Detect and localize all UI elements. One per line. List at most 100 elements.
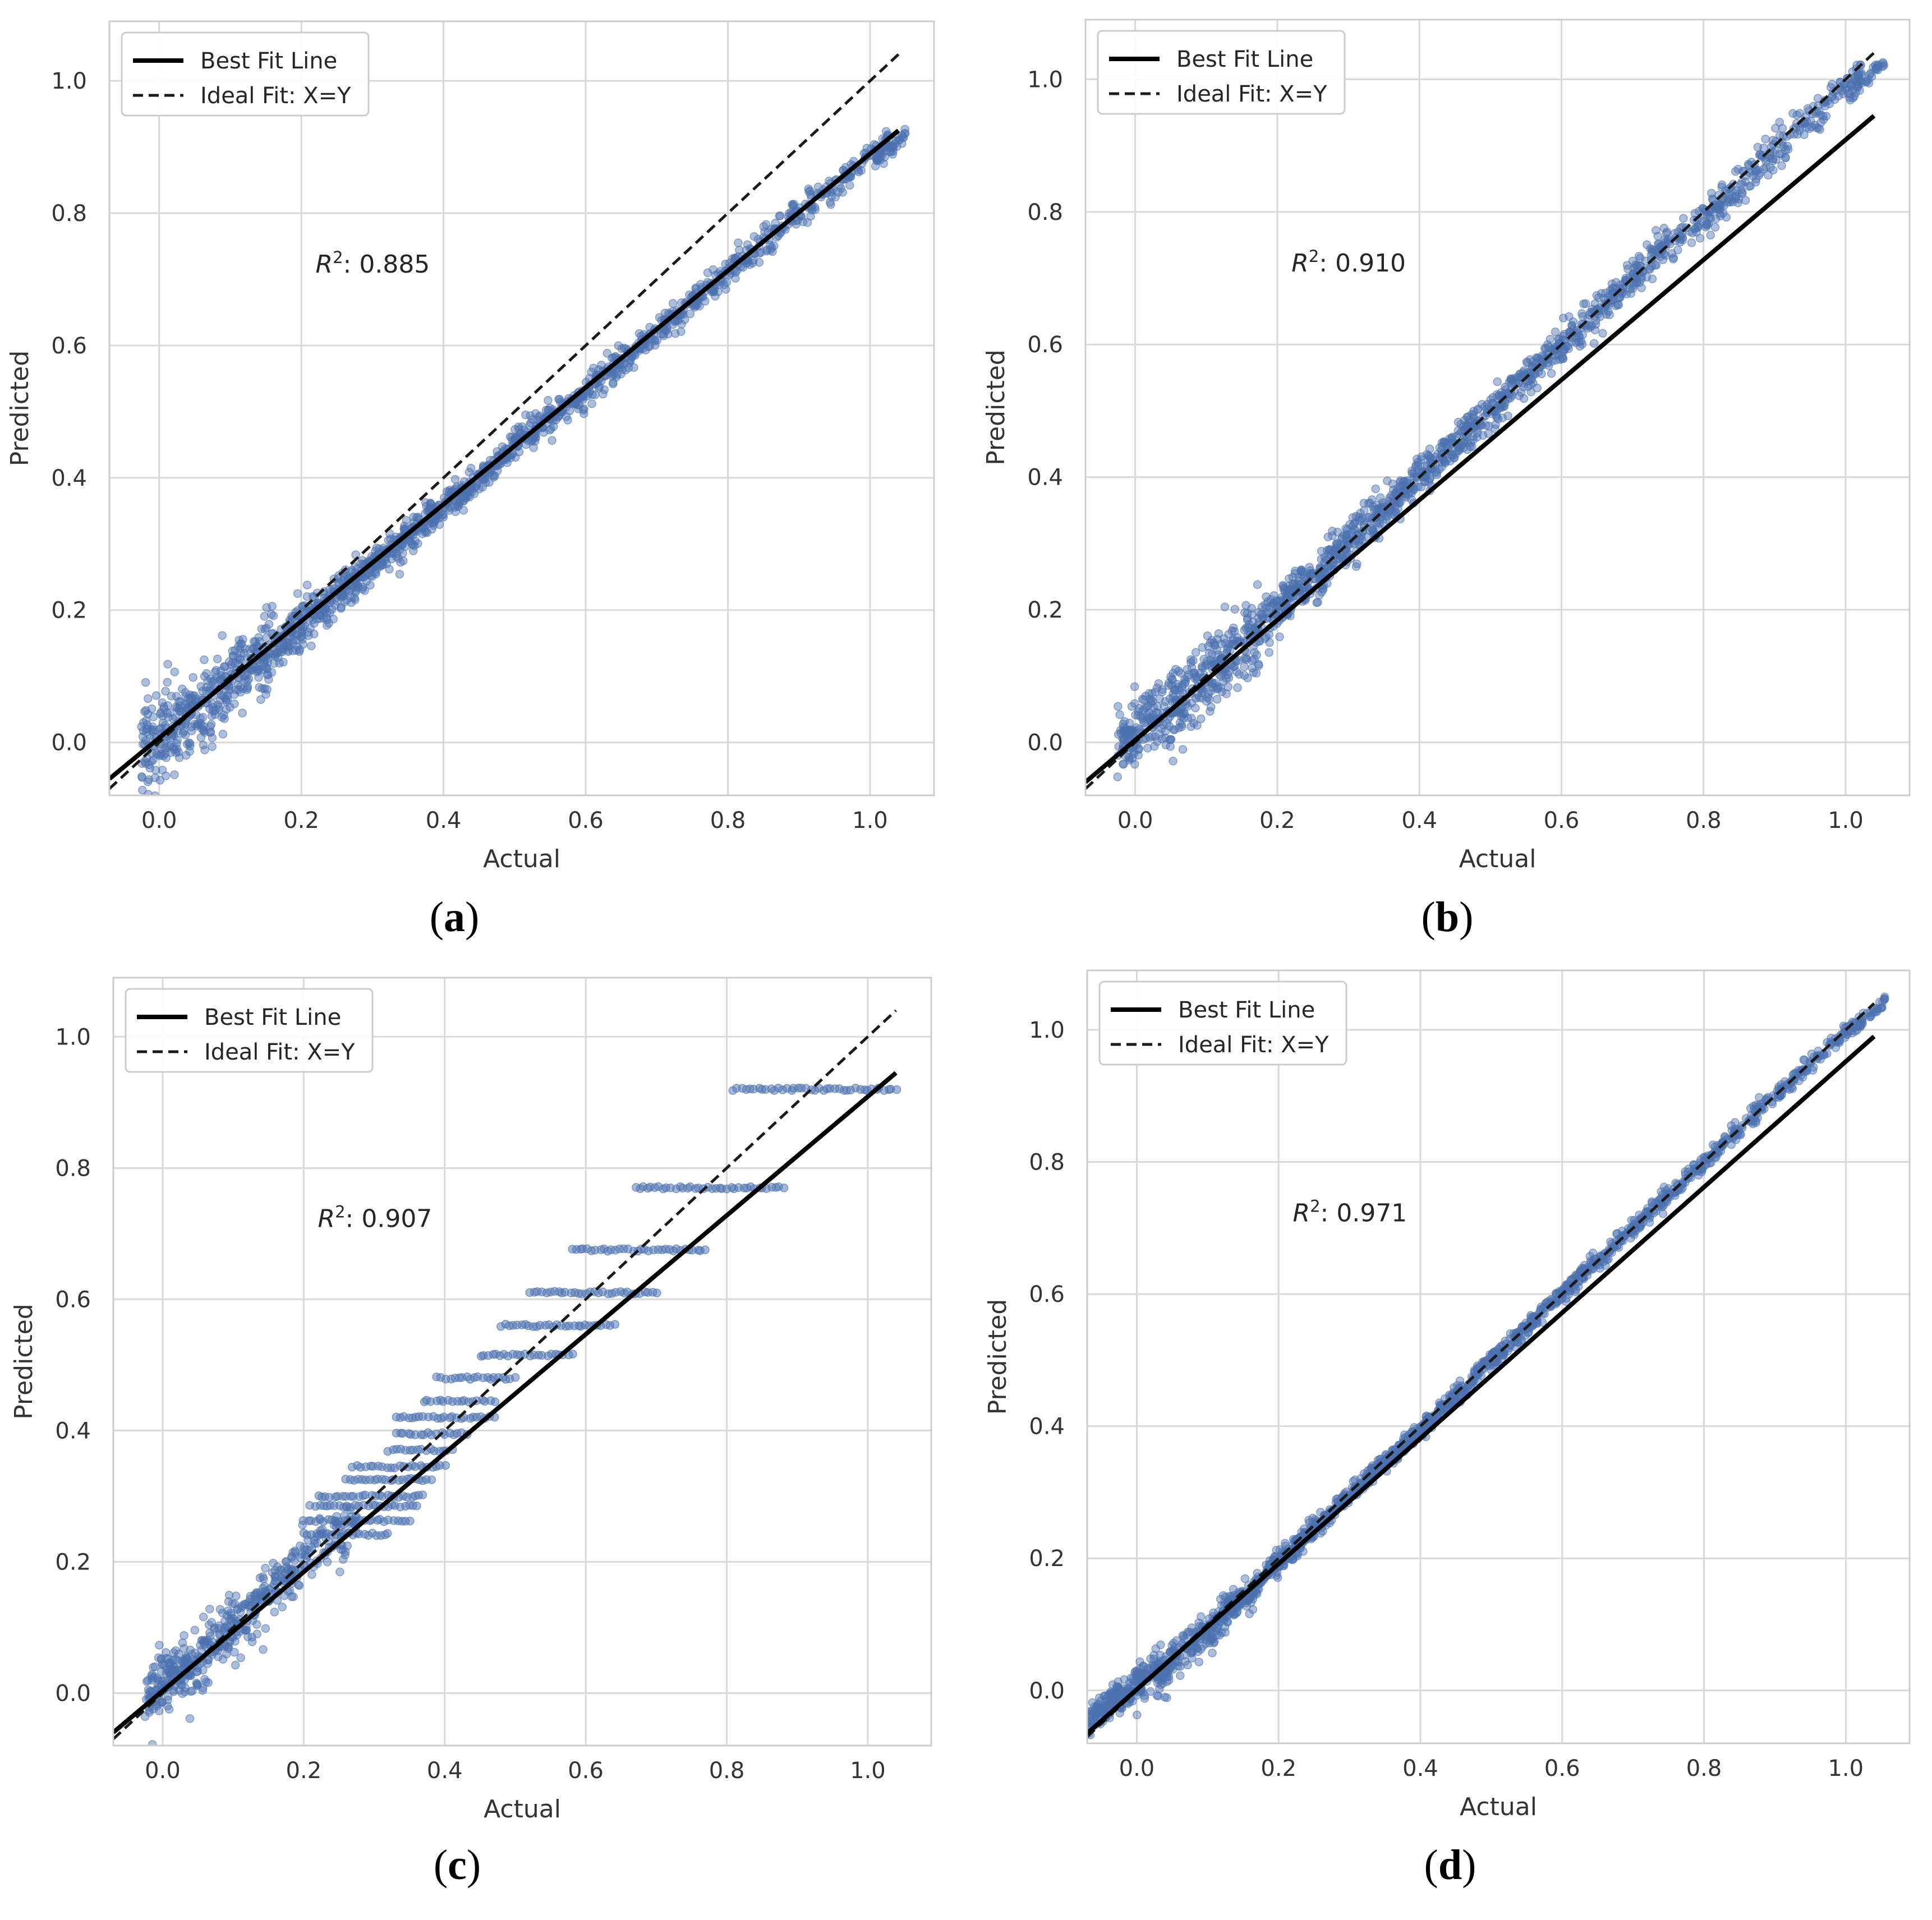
scatter-point xyxy=(262,633,271,642)
scatter-point xyxy=(1736,179,1746,189)
y-tick-label: 1.0 xyxy=(1027,67,1063,93)
scatter-point xyxy=(192,1667,201,1677)
scatter-point xyxy=(261,1563,270,1573)
scatter-point xyxy=(1187,713,1196,722)
scatter-point xyxy=(141,678,150,687)
scatter-point xyxy=(192,1678,201,1688)
scatter-point xyxy=(1115,710,1124,719)
scatter-point xyxy=(1516,370,1525,379)
scatter-point xyxy=(178,729,188,738)
scatter-point xyxy=(1575,332,1584,342)
scatter-point xyxy=(293,589,302,598)
x-axis-label: Actual xyxy=(483,845,560,873)
r2-symbol: R xyxy=(316,250,333,279)
scatter-point xyxy=(466,463,476,473)
scatter-point xyxy=(236,648,245,657)
scatter-point xyxy=(892,1085,901,1094)
scatter-point xyxy=(1328,527,1337,536)
scatter-point xyxy=(360,586,369,595)
scatter-point xyxy=(245,644,254,653)
scatter-point xyxy=(549,422,558,431)
scatter-point xyxy=(167,692,176,701)
x-tick-label: 0.0 xyxy=(141,808,177,834)
scatter-point xyxy=(1169,757,1177,766)
scatter-point xyxy=(412,1501,421,1511)
scatter-point xyxy=(1545,334,1555,344)
scatter-point xyxy=(264,675,273,684)
scatter-point xyxy=(395,569,404,579)
legend-ideal-fit-label: Ideal Fit: X=Y xyxy=(200,83,351,109)
scatter-point xyxy=(283,641,292,650)
scatter-point xyxy=(1878,58,1888,67)
scatter-point xyxy=(278,1603,287,1611)
x-tick-label: 0.6 xyxy=(1544,808,1580,834)
scatter-point xyxy=(413,539,422,548)
scatter-point xyxy=(1134,745,1143,754)
scatter-point xyxy=(232,1591,241,1601)
scatter-point xyxy=(1777,161,1786,171)
scatter-point xyxy=(1133,1710,1142,1720)
scatter-point xyxy=(775,211,785,220)
scatter-point xyxy=(521,410,530,420)
scatter-point xyxy=(197,1645,206,1655)
x-tick-label: 0.8 xyxy=(710,808,746,834)
scatter-point xyxy=(565,406,574,416)
scatter-point xyxy=(1533,384,1542,393)
scatter-point xyxy=(161,687,170,696)
scatter-point xyxy=(1744,160,1753,169)
scatter-point xyxy=(900,125,909,134)
scatter-point xyxy=(1369,505,1379,514)
scatter-point xyxy=(149,712,158,721)
y-tick-label: 1.0 xyxy=(55,1024,91,1050)
scatter-point xyxy=(1169,725,1178,734)
scatter-point xyxy=(1577,339,1587,349)
scatter-point xyxy=(813,182,823,192)
scatter-point xyxy=(563,416,572,425)
scatter-point xyxy=(1703,220,1712,229)
scatter-point xyxy=(652,335,662,345)
scatter-point xyxy=(231,1660,240,1670)
scatter-point xyxy=(1227,627,1236,636)
scatter-point xyxy=(1187,663,1197,673)
y-axis-label: Predicted xyxy=(982,349,1010,466)
scatter-point xyxy=(1151,732,1160,742)
scatter-point xyxy=(1146,694,1154,703)
caption-open-paren: ( xyxy=(1422,894,1436,941)
scatter-point xyxy=(298,626,307,636)
caption-open-paren: ( xyxy=(434,1841,448,1889)
scatter-point xyxy=(157,1655,166,1664)
scatter-point xyxy=(196,713,205,723)
scatter-point xyxy=(1434,465,1444,474)
scatter-point xyxy=(386,534,395,544)
scatter-point xyxy=(302,581,312,590)
scatter-point xyxy=(888,142,898,151)
scatter-point xyxy=(289,635,298,644)
scatter-point xyxy=(1212,694,1222,704)
scatter-point xyxy=(686,309,695,319)
scatter-point xyxy=(1294,576,1304,586)
scatter-point xyxy=(709,287,718,296)
scatter-point xyxy=(163,678,172,687)
scatter-point xyxy=(1503,411,1512,421)
x-tick-label: 1.0 xyxy=(1828,808,1864,834)
scatter-point xyxy=(1132,1669,1142,1679)
scatter-point xyxy=(453,502,462,511)
scatter-point xyxy=(1313,597,1322,607)
scatter-point xyxy=(155,1641,164,1650)
scatter-point xyxy=(402,515,411,525)
scatter-point xyxy=(655,313,664,322)
scatter-point xyxy=(1275,632,1284,642)
scatter-point xyxy=(263,654,273,663)
scatter-point xyxy=(1171,685,1180,694)
scatter-point xyxy=(171,1646,180,1655)
x-tick-label: 0.6 xyxy=(568,808,604,834)
scatter-point xyxy=(1123,728,1131,736)
scatter-point xyxy=(587,399,596,408)
scatter-point xyxy=(548,436,556,445)
scatter-point xyxy=(1695,233,1705,243)
scatter-point xyxy=(1119,759,1128,769)
scatter-point xyxy=(260,612,269,621)
scatter-point xyxy=(1207,650,1217,659)
scatter-point xyxy=(1158,1679,1167,1688)
scatter-point xyxy=(200,655,209,665)
